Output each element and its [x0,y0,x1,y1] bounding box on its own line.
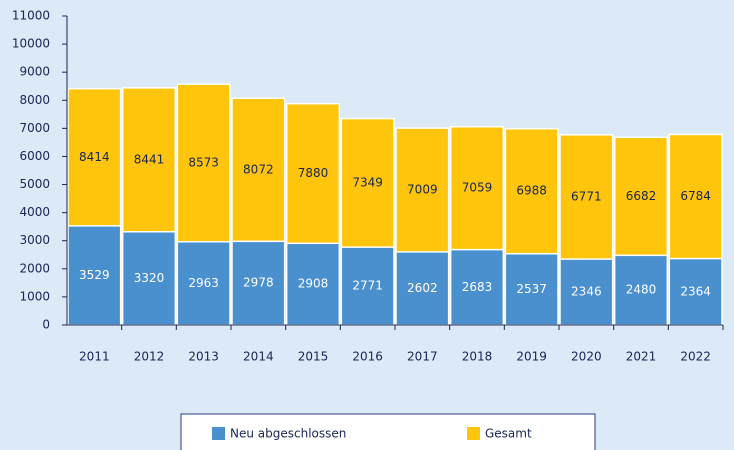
data-label: 2963 [188,276,219,290]
x-tick-label: 2021 [626,350,657,364]
x-tick-label: 2012 [134,350,165,364]
data-label: 2346 [571,285,602,299]
y-tick-label: 4000 [19,205,50,219]
x-tick-label: 2018 [462,350,493,364]
data-label: 2364 [680,284,711,298]
legend: Neu abgeschlossen Gesamt [212,427,532,441]
x-tick-label: 2020 [571,350,602,364]
data-label: 2978 [243,276,274,290]
x-tick-label: 2017 [407,350,438,364]
bar [231,240,286,326]
data-label: 8573 [188,155,219,169]
data-label: 2771 [352,279,383,293]
data-label: 2683 [462,280,493,294]
x-tick-label: 2022 [680,350,711,364]
data-label: 6784 [680,189,711,203]
bar [285,242,341,326]
legend-box [180,413,596,450]
legend-label: Gesamt [485,427,532,441]
y-tick-label: 7000 [19,121,50,135]
data-label: 7880 [298,166,329,180]
bar [176,241,231,326]
bar [340,246,395,326]
y-tick-label: 3000 [19,233,50,247]
data-label: 8441 [134,152,165,166]
legend-swatch [467,427,480,440]
x-tick-label: 2013 [188,350,219,364]
y-tick-label: 6000 [19,149,50,163]
y-tick-label: 0 [42,318,50,332]
data-label: 3320 [134,271,165,285]
bar [67,225,122,326]
y-tick-label: 10000 [12,37,50,51]
data-label: 2480 [626,283,657,297]
data-label: 7009 [407,183,438,197]
data-label: 2602 [407,281,438,295]
data-label: 6988 [516,184,547,198]
legend-swatch [212,427,225,440]
y-tick-label: 2000 [19,261,50,275]
bar [449,248,505,326]
bar [395,251,450,326]
data-label: 2908 [298,277,329,291]
x-tick-label: 2011 [79,350,110,364]
bar [668,257,723,326]
x-tick-label: 2016 [352,350,383,364]
y-tick-label: 8000 [19,93,50,107]
data-label: 6771 [571,189,602,203]
data-label: 2537 [516,282,547,296]
x-tick-label: 2014 [243,350,274,364]
data-label: 7059 [462,181,493,195]
bar [613,254,669,326]
data-label: 8072 [243,162,274,176]
x-tick-label: 2019 [516,350,547,364]
data-label: 8414 [79,150,110,164]
y-tick-label: 5000 [19,177,50,191]
y-tick-label: 9000 [19,65,50,79]
data-label: 3529 [79,268,110,282]
data-label: 6682 [626,189,657,203]
y-tick-label: 1000 [19,289,50,303]
bar [121,230,177,326]
data-label: 7349 [352,175,383,189]
x-tick-label: 2015 [298,350,329,364]
y-tick-label: 11000 [12,9,50,23]
legend-label: Neu abgeschlossen [230,427,346,441]
